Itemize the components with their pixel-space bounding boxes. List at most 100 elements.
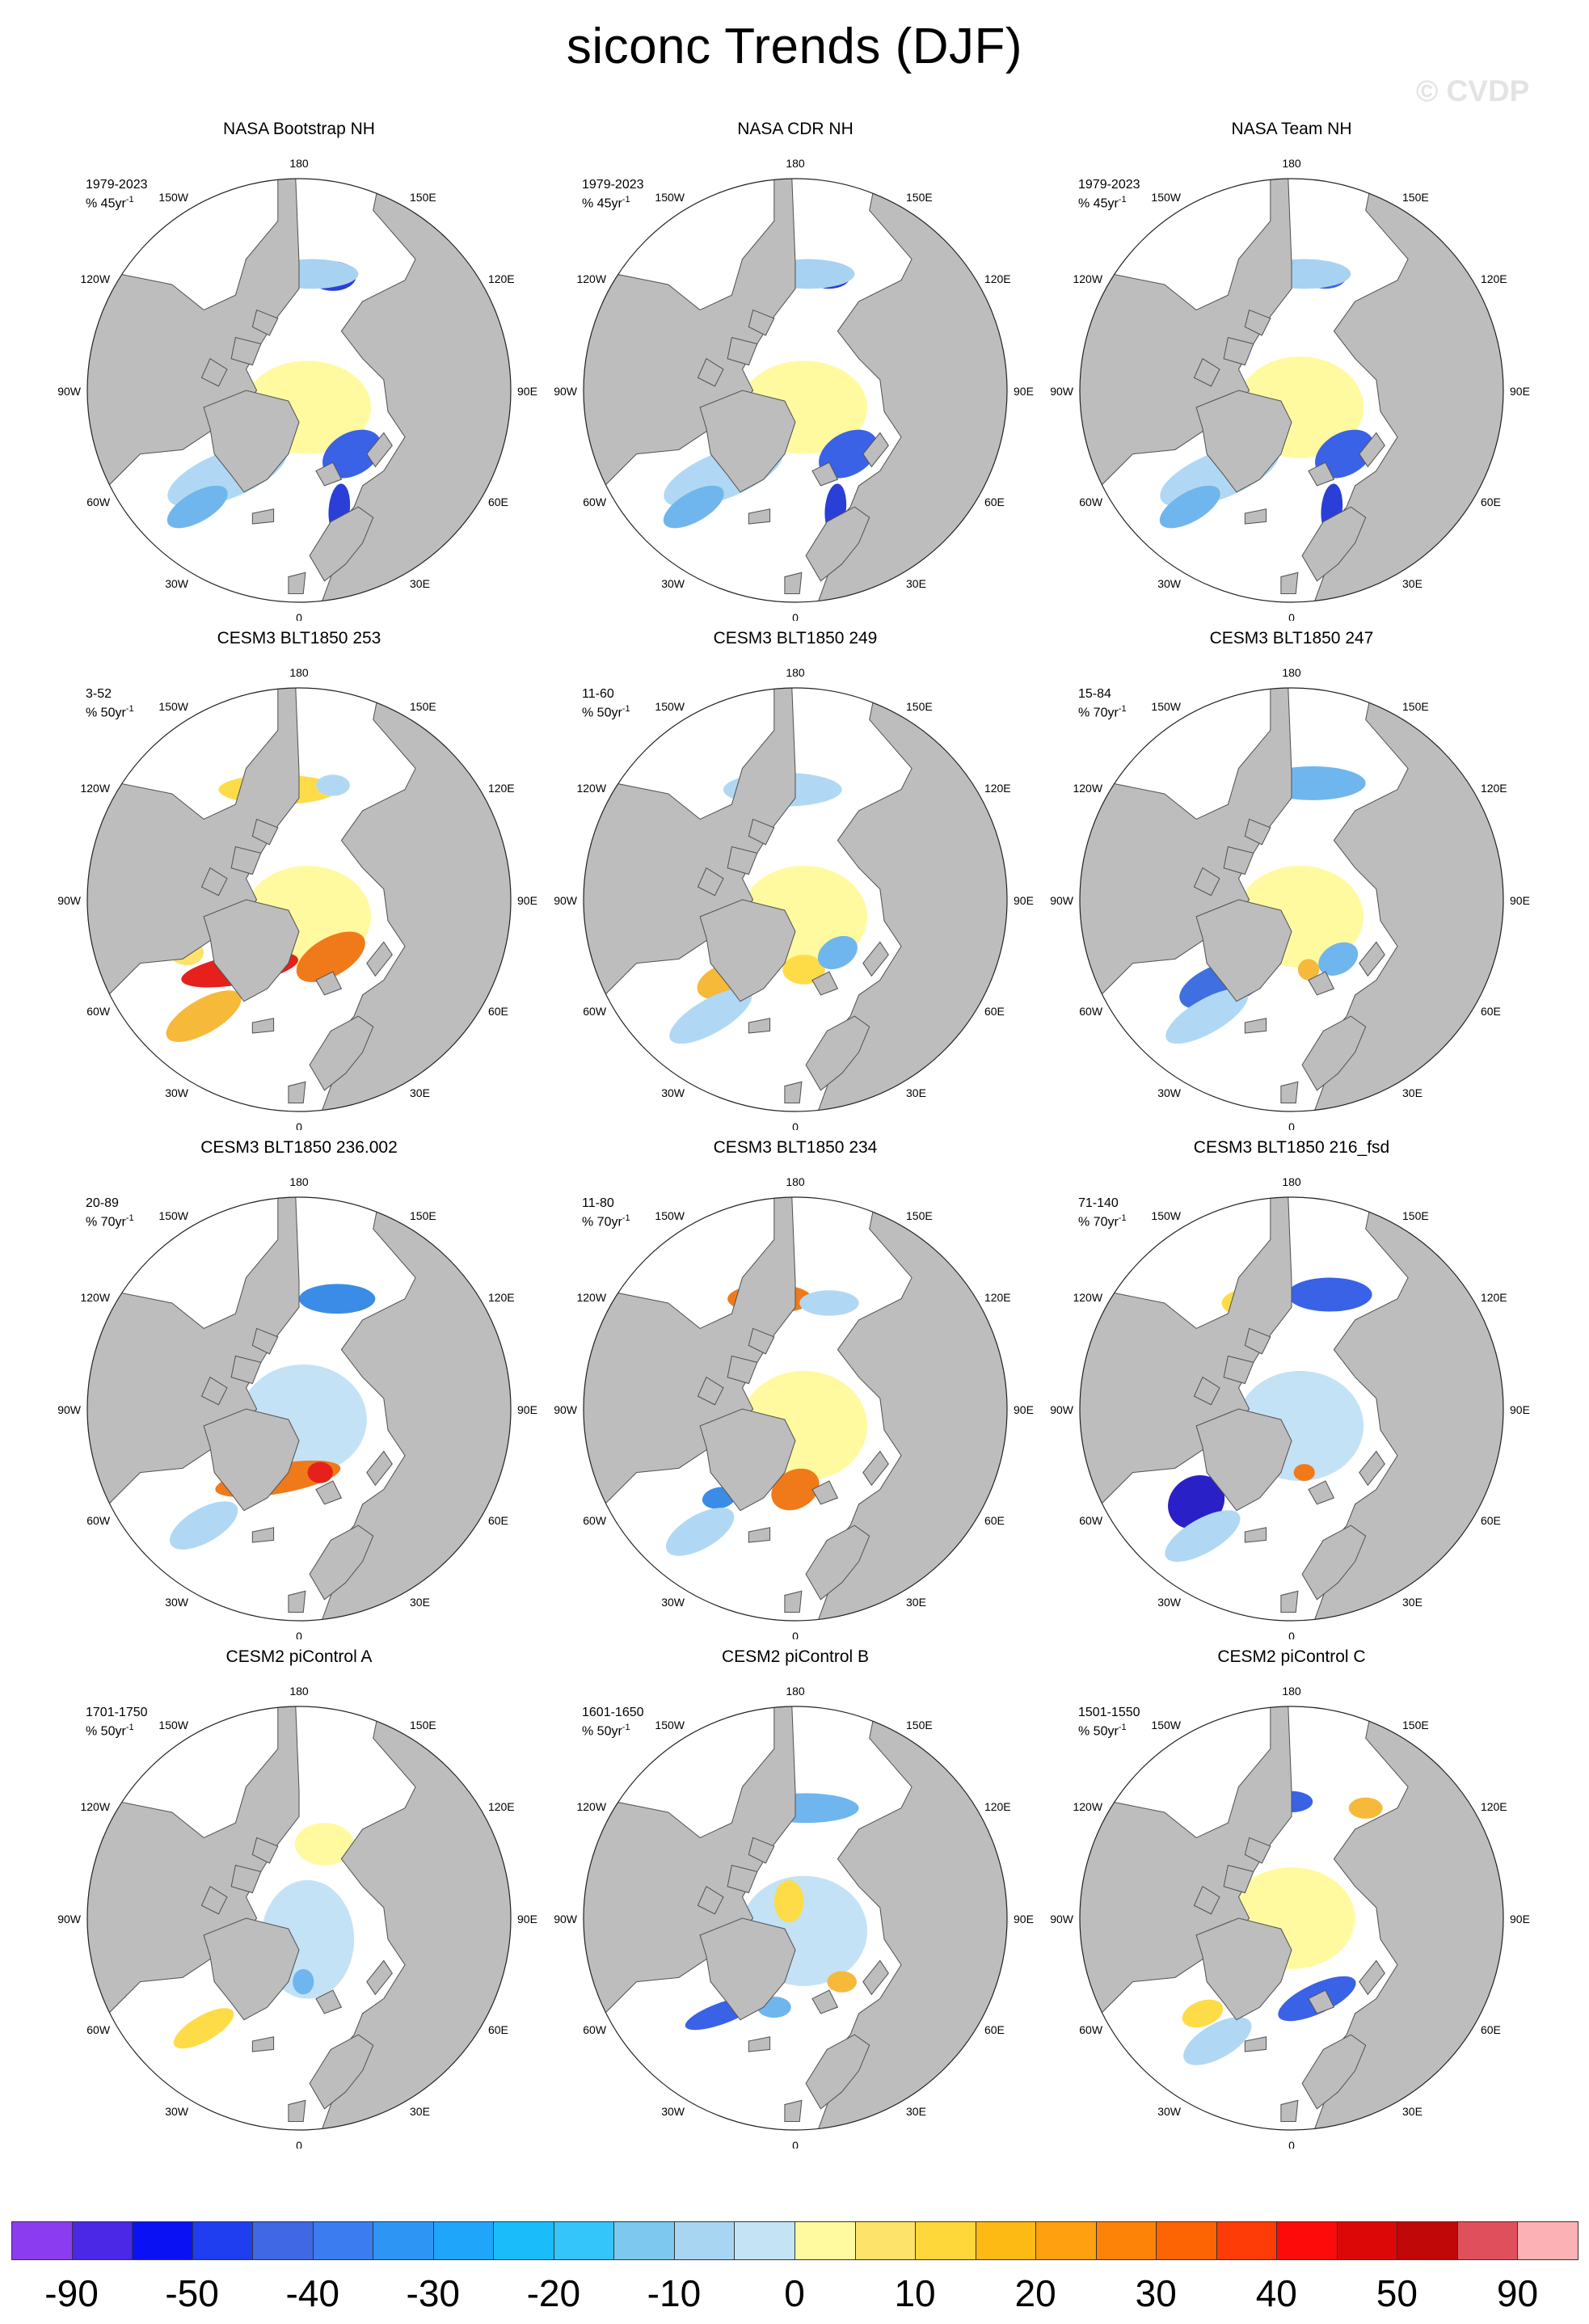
map-panel: CESM3 BLT1850 249 180 0 90W 90E 150W 150E 120W 1… bbox=[553, 629, 1038, 1130]
trend-units-text: % 50yr bbox=[86, 1724, 126, 1739]
land-mass bbox=[288, 572, 306, 595]
trend-period-info: 1979-2023% 45yr-1 bbox=[86, 178, 148, 211]
panel-title: CESM2 piControl C bbox=[1217, 1647, 1366, 1666]
land-mass bbox=[805, 1015, 870, 1091]
trend-period: 11-80 bbox=[582, 1196, 614, 1210]
trend-units-text: % 50yr bbox=[582, 1724, 622, 1739]
trend-period: 71-140 bbox=[1078, 1196, 1119, 1210]
longitude-label: 120E bbox=[1481, 1800, 1507, 1813]
land-mass bbox=[697, 1376, 724, 1406]
trend-units-exponent: -1 bbox=[1118, 1213, 1127, 1223]
trend-units-text: % 70yr bbox=[1078, 706, 1119, 720]
longitude-label: 30W bbox=[661, 1596, 685, 1609]
map-panel: CESM3 BLT1850 236.002 180 0 90W 90E 150W 150E 1… bbox=[57, 1138, 542, 1639]
colorbar-swatch bbox=[1456, 2221, 1519, 2260]
land-mass bbox=[1195, 1408, 1292, 1512]
colorbar-swatch bbox=[71, 2221, 133, 2260]
land-mass bbox=[697, 1885, 724, 1915]
colorbar-swatch bbox=[493, 2221, 554, 2260]
longitude-label: 90E bbox=[1014, 385, 1034, 398]
longitude-label: 150E bbox=[906, 191, 933, 204]
land-mass bbox=[784, 2099, 803, 2123]
longitude-label: 120E bbox=[984, 272, 1011, 285]
trend-units-exponent: -1 bbox=[622, 1723, 630, 1732]
polar-map: 180 0 90W 90E 150W 150E 120W 120E 60W 60E 30W 30E bbox=[57, 1175, 537, 1639]
land-mass bbox=[727, 1355, 758, 1385]
longitude-label: 60W bbox=[583, 2023, 607, 2036]
longitude-label: 150W bbox=[655, 1209, 685, 1222]
land-mass bbox=[309, 1525, 374, 1601]
longitude-label: 90W bbox=[554, 385, 578, 398]
colorbar-swatch bbox=[312, 2221, 374, 2260]
map-boundary bbox=[1079, 687, 1504, 1112]
polar-map: 180 0 90W 90E 150W 150E 120W 120E 60W 60E 30W 30E bbox=[554, 1175, 1034, 1639]
land-mass bbox=[315, 971, 343, 996]
land-mass bbox=[1080, 1706, 1292, 2035]
longitude-label: 150E bbox=[410, 700, 436, 713]
longitude-label: 120E bbox=[984, 1800, 1011, 1813]
trend-patch bbox=[166, 990, 242, 1042]
longitude-label: 90E bbox=[517, 894, 537, 907]
longitude-label: 120E bbox=[1481, 782, 1507, 795]
longitude-label: 30E bbox=[410, 577, 430, 590]
land-mass bbox=[727, 846, 758, 875]
longitude-label: 150E bbox=[410, 191, 436, 204]
land-mass bbox=[230, 1355, 262, 1385]
map-boundary bbox=[583, 178, 1008, 603]
colorbar-swatch bbox=[794, 2221, 856, 2260]
trend-units: % 45yr-1 bbox=[1078, 192, 1140, 211]
colorbar-tick-label: 50 bbox=[1376, 2272, 1418, 2314]
map-panel: CESM2 piControl C 180 0 90W 90E 150W 150E 120W 1… bbox=[1049, 1647, 1534, 2149]
land-mass bbox=[697, 357, 724, 387]
colorbar-swatch bbox=[11, 2221, 73, 2260]
longitude-label: 30E bbox=[410, 1596, 430, 1609]
trend-patch bbox=[1348, 1797, 1383, 1819]
polar-map: 180 0 90W 90E 150W 150E 120W 120E 60W 60E 30W 30E bbox=[554, 666, 1034, 1130]
land-mass bbox=[1308, 971, 1335, 996]
trend-patch bbox=[773, 1879, 804, 1923]
land-mass bbox=[1308, 462, 1335, 487]
colorbar-swatch bbox=[613, 2221, 675, 2260]
map-panel: CESM2 piControl A 180 0 90W 90E 150W 150E 120W 1… bbox=[57, 1647, 542, 2149]
trend-patch bbox=[1315, 429, 1374, 479]
longitude-label: 60E bbox=[984, 496, 1005, 508]
panel-title: CESM3 BLT1850 216_fsd bbox=[1193, 1138, 1390, 1157]
polar-map: 180 0 90W 90E 150W 150E 120W 120E 60W 60E 30W 30E bbox=[1050, 157, 1530, 621]
colorbar-swatch bbox=[673, 2221, 735, 2260]
longitude-label: 120E bbox=[488, 1800, 515, 1813]
longitude-label: 30W bbox=[165, 1086, 189, 1099]
longitude-label: 30W bbox=[1157, 577, 1182, 590]
trend-period: 1979-2023 bbox=[582, 178, 644, 192]
longitude-label: 90W bbox=[57, 894, 82, 907]
land-mass bbox=[200, 357, 228, 387]
trend-patch bbox=[663, 485, 724, 529]
longitude-label: 30E bbox=[906, 1596, 926, 1609]
map-boundary bbox=[86, 1706, 512, 2131]
land-mass bbox=[251, 309, 279, 336]
longitude-label: 60W bbox=[86, 1005, 111, 1018]
longitude-label: 120W bbox=[576, 1291, 606, 1304]
trend-period: 3-52 bbox=[86, 687, 112, 701]
panel-title: NASA CDR NH bbox=[737, 120, 854, 138]
colorbar-swatch bbox=[432, 2221, 495, 2260]
polar-map: 180 0 90W 90E 150W 150E 120W 120E 60W 60E 30W 30E bbox=[1050, 1175, 1530, 1639]
land-mass bbox=[230, 1864, 262, 1894]
colorbar-tick-label: -50 bbox=[165, 2272, 219, 2314]
trend-patch bbox=[166, 485, 228, 529]
longitude-label: 30E bbox=[1402, 577, 1423, 590]
colorbar-tick-label: -10 bbox=[647, 2272, 702, 2314]
trend-units-text: % 50yr bbox=[86, 706, 126, 720]
trend-patch bbox=[173, 2008, 234, 2049]
longitude-label: 30E bbox=[906, 2105, 926, 2118]
trend-period: 20-89 bbox=[86, 1196, 119, 1210]
land-mass bbox=[784, 572, 803, 595]
longitude-label: 60W bbox=[1079, 496, 1103, 508]
polar-map: 180 0 90W 90E 150W 150E 120W 120E 60W 60E 30W 30E bbox=[554, 1685, 1034, 2149]
land-mass bbox=[1223, 1355, 1254, 1385]
land-mass bbox=[1280, 1081, 1299, 1104]
polar-map: 180 0 90W 90E 150W 150E 120W 120E 60W 60E 30W 30E bbox=[57, 1685, 537, 2149]
longitude-label: 150W bbox=[158, 700, 188, 713]
longitude-label: 180 bbox=[289, 157, 309, 170]
longitude-label: 0 bbox=[296, 611, 302, 621]
land-mass bbox=[1301, 1015, 1367, 1091]
